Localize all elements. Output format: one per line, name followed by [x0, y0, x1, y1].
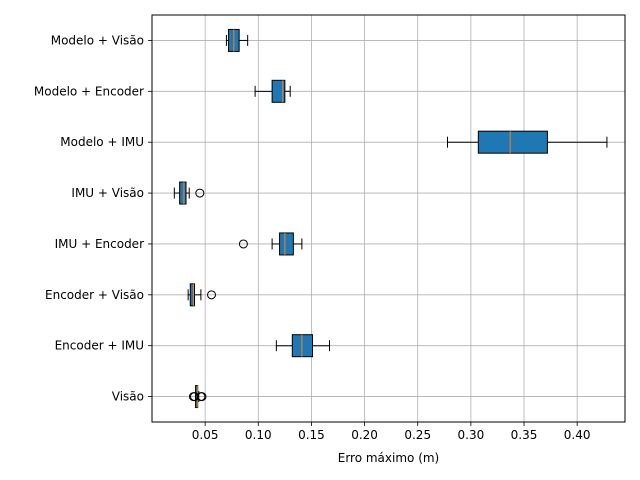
outlier-point — [207, 290, 217, 300]
y-tick-label: Modelo + Encoder — [34, 84, 144, 98]
iqr-box — [279, 232, 294, 256]
x-tick-label: 0.05 — [192, 428, 219, 442]
iqr-box — [189, 283, 196, 307]
x-tick-label: 0.30 — [458, 428, 485, 442]
x-axis-label: Erro máximo (m) — [338, 451, 440, 465]
x-tick-label: 0.10 — [245, 428, 272, 442]
y-tick-label: Encoder + Visão — [45, 288, 144, 302]
y-tick-label: Modelo + IMU — [60, 135, 144, 149]
grid-layer — [152, 15, 625, 422]
boxes-layer — [173, 28, 608, 409]
box-group — [238, 232, 303, 256]
x-tick-label: 0.15 — [298, 428, 325, 442]
y-tick-label: Modelo + Visão — [51, 33, 144, 47]
box-group — [188, 385, 207, 409]
outlier-point — [195, 188, 205, 198]
y-tick-label: Visão — [112, 390, 144, 404]
y-tick-label: Encoder + IMU — [55, 339, 144, 353]
outlier-point — [238, 239, 248, 249]
y-tick-label: IMU + Visão — [71, 186, 144, 200]
box-group — [173, 181, 205, 205]
x-tick-label: 0.25 — [404, 428, 431, 442]
x-tick-label: 0.40 — [564, 428, 591, 442]
outlier-point — [197, 392, 207, 402]
iqr-box — [477, 130, 548, 154]
box-group — [225, 28, 249, 52]
box-group — [446, 130, 608, 154]
iqr-box — [179, 181, 187, 205]
x-tick-label: 0.20 — [351, 428, 378, 442]
iqr-box — [271, 79, 286, 103]
box-group — [275, 334, 331, 358]
axes-layer: 0.05 0.10 0.15 0.20 0.25 0.30 0.35 0.40 Modelo +… — [34, 33, 591, 442]
iqr-box — [291, 334, 314, 358]
x-tick-label: 0.35 — [511, 428, 538, 442]
outlier-point — [190, 392, 200, 402]
y-tick-label: IMU + Encoder — [55, 237, 144, 251]
plot-frame — [151, 14, 626, 423]
box-group — [187, 283, 217, 307]
box-group — [254, 79, 291, 103]
